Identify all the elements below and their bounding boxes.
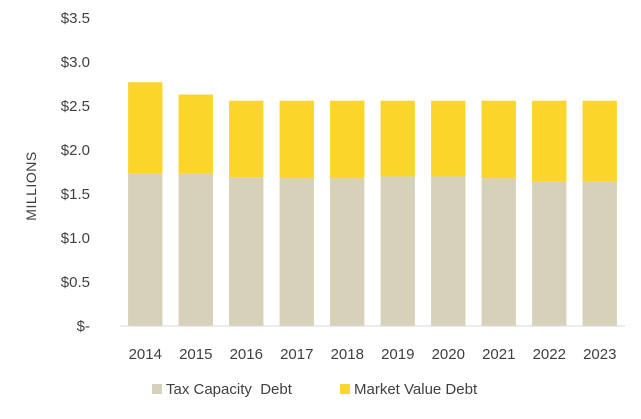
y-tick-label: $1.5 bbox=[61, 186, 90, 203]
y-tick-label: $1.0 bbox=[61, 230, 90, 247]
x-tick-label: 2023 bbox=[583, 346, 616, 363]
bar-tax-capacity-debt-2018 bbox=[330, 178, 365, 326]
x-tick-label: 2016 bbox=[230, 346, 263, 363]
x-tick-label: 2021 bbox=[482, 346, 515, 363]
legend-swatch-market-value-debt bbox=[340, 384, 350, 394]
y-axis-tick-labels: $- $0.5 $1.0 $1.5 $2.0 $2.5 $3.0 $3.5 bbox=[61, 10, 90, 335]
bar-tax-capacity-debt-2022 bbox=[532, 181, 567, 326]
y-tick-label: $- bbox=[77, 318, 90, 335]
legend-label-market-value-debt: Market Value Debt bbox=[354, 381, 478, 398]
y-axis-label: MILLIONS bbox=[23, 151, 39, 220]
x-tick-label: 2014 bbox=[129, 346, 162, 363]
bar-market-value-debt-2021 bbox=[481, 100, 516, 179]
y-tick-label: $0.5 bbox=[61, 274, 90, 291]
bar-tax-capacity-debt-2019 bbox=[380, 176, 415, 326]
bar-tax-capacity-debt-2016 bbox=[229, 177, 264, 326]
bar-tax-capacity-debt-2020 bbox=[431, 176, 466, 326]
bar-market-value-debt-2014 bbox=[128, 82, 163, 174]
bar-tax-capacity-debt-2015 bbox=[178, 173, 213, 326]
bar-market-value-debt-2020 bbox=[431, 100, 466, 177]
bar-plot-area bbox=[128, 82, 617, 326]
bar-tax-capacity-debt-2021 bbox=[481, 178, 516, 326]
x-tick-label: 2017 bbox=[280, 346, 313, 363]
x-tick-label: 2015 bbox=[179, 346, 212, 363]
legend-swatch-tax-capacity-debt bbox=[152, 384, 162, 394]
bar-market-value-debt-2017 bbox=[279, 100, 314, 179]
bar-tax-capacity-debt-2023 bbox=[582, 181, 617, 326]
x-tick-label: 2020 bbox=[432, 346, 465, 363]
x-axis-tick-labels: 2014 2015 2016 2017 2018 2019 2020 2021 2022 2023 bbox=[129, 346, 617, 363]
bar-market-value-debt-2015 bbox=[178, 94, 213, 174]
x-tick-label: 2019 bbox=[381, 346, 414, 363]
y-tick-label: $2.5 bbox=[61, 98, 90, 115]
y-tick-label: $3.5 bbox=[61, 10, 90, 27]
legend: Tax Capacity Debt Market Value Debt bbox=[152, 381, 478, 398]
x-tick-label: 2022 bbox=[533, 346, 566, 363]
y-tick-label: $3.0 bbox=[61, 54, 90, 71]
bar-market-value-debt-2016 bbox=[229, 100, 264, 178]
x-tick-label: 2018 bbox=[331, 346, 364, 363]
bar-market-value-debt-2019 bbox=[380, 100, 415, 177]
legend-label-tax-capacity-debt: Tax Capacity Debt bbox=[166, 381, 293, 398]
bar-market-value-debt-2018 bbox=[330, 100, 365, 179]
bar-tax-capacity-debt-2017 bbox=[279, 178, 314, 326]
bar-market-value-debt-2023 bbox=[582, 100, 617, 182]
bar-market-value-debt-2022 bbox=[532, 100, 567, 182]
bar-tax-capacity-debt-2014 bbox=[128, 173, 163, 326]
y-tick-label: $2.0 bbox=[61, 142, 90, 159]
